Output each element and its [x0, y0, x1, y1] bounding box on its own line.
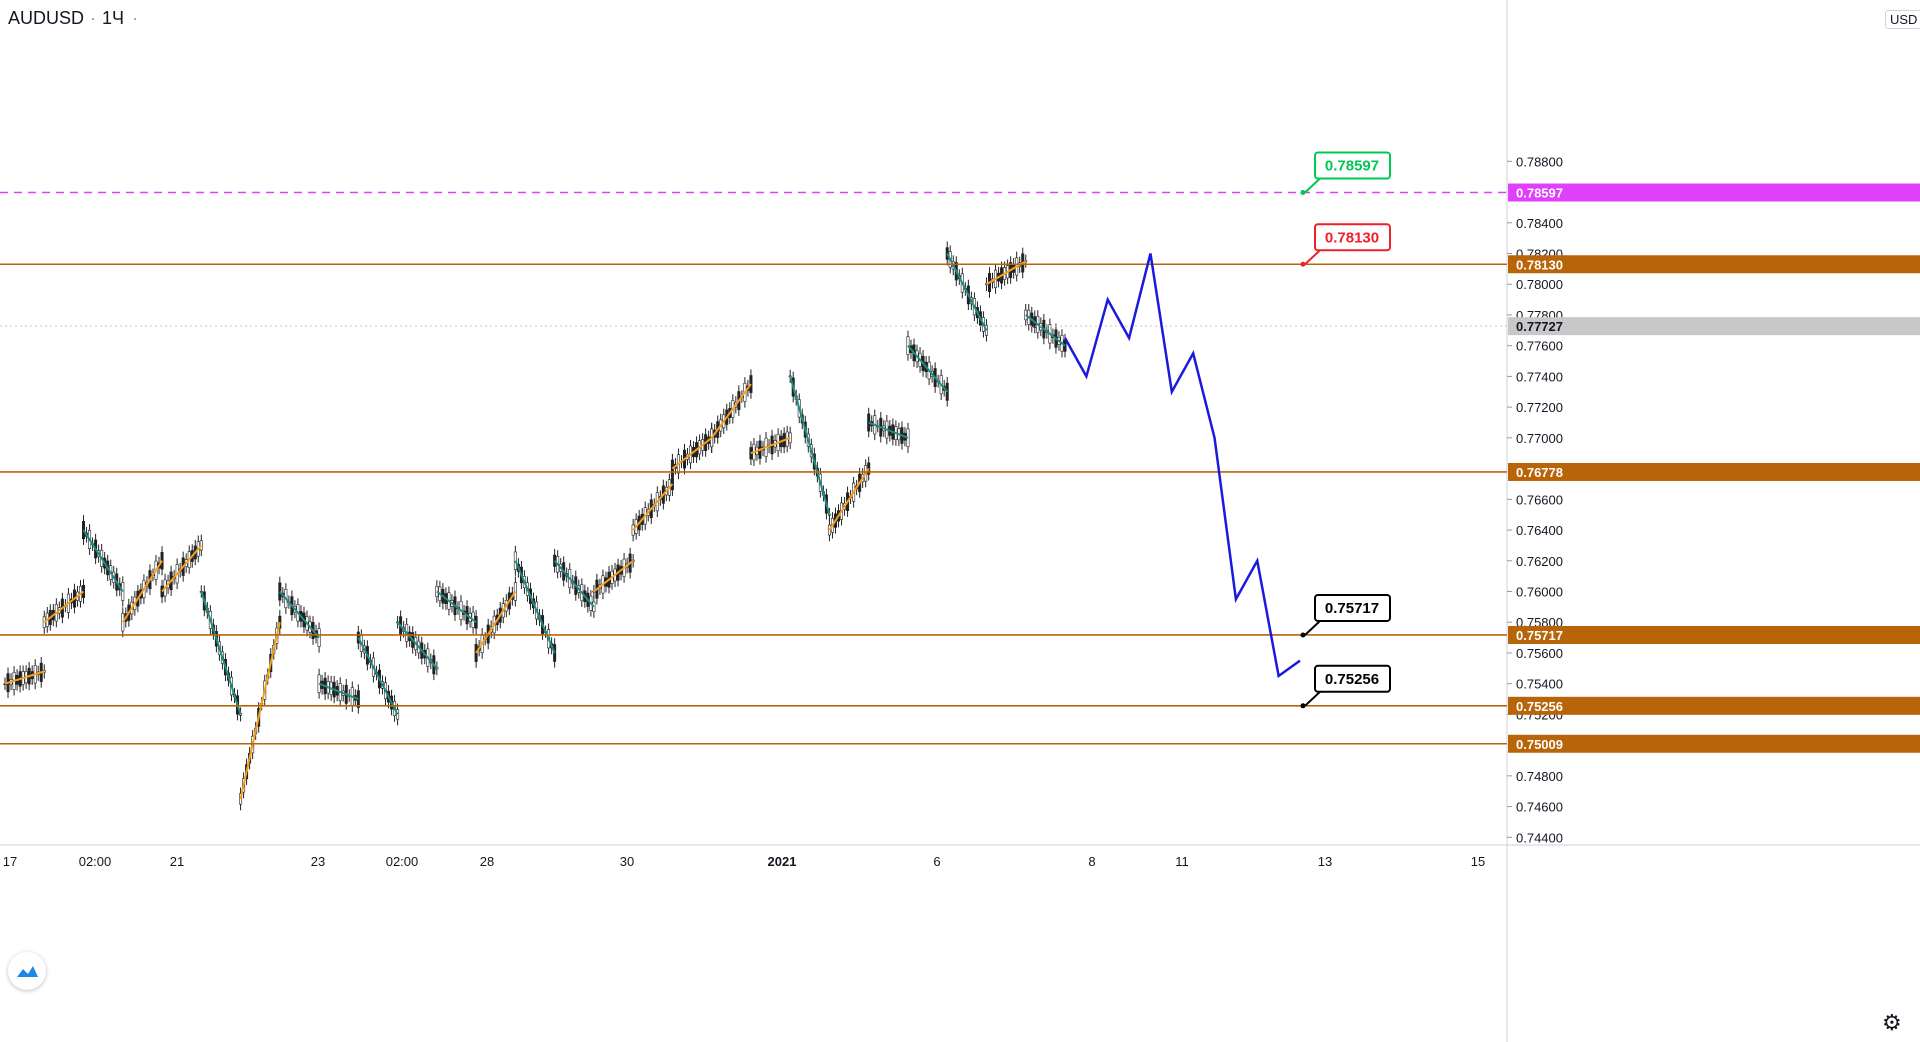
settings-gear-icon[interactable]: ⚙ — [1882, 1010, 1902, 1035]
callout-anchor — [1300, 703, 1306, 709]
callout-box — [1314, 664, 1391, 693]
zigzag-segment — [4, 670, 45, 685]
y-tick-label: 0.78400 — [1516, 216, 1563, 231]
x-tick-label: 28 — [480, 854, 494, 869]
price-axis-level-label: 0.78130 — [1516, 257, 1563, 272]
price-axis-level-label: 0.75717 — [1516, 628, 1563, 643]
candle-body — [867, 462, 871, 475]
y-tick-label: 0.76200 — [1516, 554, 1563, 569]
x-tick-label: 02:00 — [79, 854, 112, 869]
y-tick-label: 0.78000 — [1516, 277, 1563, 292]
zigzag-segment — [396, 621, 438, 669]
callout-box — [1314, 223, 1391, 252]
x-tick-label: 21 — [170, 854, 184, 869]
x-tick-label: 6 — [933, 854, 940, 869]
zigzag-segment — [279, 590, 320, 639]
y-tick-label: 0.76600 — [1516, 492, 1563, 507]
callout-anchor — [1300, 190, 1306, 196]
candle-body — [984, 324, 988, 336]
y-tick-label: 0.74800 — [1516, 769, 1563, 784]
price-axis-level-badge — [1508, 255, 1920, 274]
callout-pointer — [1304, 691, 1321, 707]
price-axis-level-badge — [1508, 696, 1920, 715]
zigzag-segment — [828, 468, 870, 531]
callout-box — [1314, 593, 1391, 622]
callout-pointer — [1304, 249, 1321, 265]
zigzag-segment — [710, 383, 752, 439]
zigzag-segment — [82, 529, 124, 593]
zigzag-segment — [200, 591, 242, 715]
callout-label: 0.75717 — [1325, 600, 1379, 617]
x-tick-label: 2021 — [768, 854, 797, 869]
candle-body — [474, 643, 478, 662]
zigzag-segment — [868, 421, 909, 439]
zigzag-segment — [121, 560, 163, 623]
tradingview-logo-icon — [8, 952, 46, 990]
callout-anchor — [1300, 632, 1306, 638]
zigzag-segment — [514, 560, 556, 654]
zigzag-segment — [1025, 314, 1066, 347]
x-tick-label: 17 — [3, 854, 17, 869]
callout-box — [1314, 151, 1391, 180]
y-tick-label: 0.78800 — [1516, 154, 1563, 169]
y-tick-label: 0.77000 — [1516, 431, 1563, 446]
x-tick-label: 8 — [1088, 854, 1095, 869]
zigzag-segment — [43, 590, 85, 624]
zigzag-segment — [318, 682, 359, 700]
y-tick-label: 0.74600 — [1516, 800, 1563, 815]
zigzag-segment — [436, 590, 477, 624]
callout-pointer — [1304, 620, 1321, 636]
y-tick-label: 0.74400 — [1516, 830, 1563, 845]
x-tick-label: 13 — [1318, 854, 1332, 869]
zigzag-segment — [553, 560, 595, 608]
zigzag-segment — [789, 376, 831, 515]
price-axis-level-label: 0.75009 — [1516, 737, 1563, 752]
y-tick-label: 0.76400 — [1516, 523, 1563, 538]
candle-body — [121, 613, 125, 632]
currency-badge[interactable]: USD — [1885, 10, 1920, 29]
zigzag-segment — [946, 253, 988, 331]
x-tick-label: 23 — [311, 854, 325, 869]
zigzag-segment — [632, 483, 674, 531]
symbol-label: AUDUSD — [8, 8, 85, 28]
price-axis-level-badge — [1508, 183, 1920, 202]
y-tick-label: 0.76000 — [1516, 585, 1563, 600]
price-axis-level-label: 0.77727 — [1516, 319, 1563, 334]
projection-line — [1063, 253, 1301, 679]
y-tick-label: 0.75400 — [1516, 677, 1563, 692]
y-tick-label: 0.77400 — [1516, 369, 1563, 384]
price-axis-level-badge — [1508, 317, 1920, 336]
zigzag-segment — [593, 559, 634, 593]
price-axis-level-badge — [1508, 462, 1920, 481]
callout-pointer — [1304, 177, 1321, 194]
price-axis-level-label: 0.76778 — [1516, 465, 1563, 480]
price-axis-level-label: 0.75256 — [1516, 699, 1563, 714]
y-tick-label: 0.77600 — [1516, 339, 1563, 354]
symbol-title[interactable]: AUDUSD · 1Ч · — [8, 8, 139, 28]
interval-label[interactable]: 1Ч — [102, 8, 125, 28]
x-tick-label: 15 — [1471, 854, 1485, 869]
price-axis-level-label: 0.78597 — [1516, 186, 1563, 201]
zigzag-segment — [475, 590, 517, 654]
price-axis-level-badge — [1508, 734, 1920, 753]
price-axis-level-badge — [1508, 625, 1920, 644]
y-tick-label: 0.75600 — [1516, 646, 1563, 661]
zigzag-segment — [750, 436, 791, 455]
zigzag-segment — [161, 544, 203, 593]
callout-anchor — [1300, 261, 1306, 267]
zigzag-segment — [907, 345, 948, 393]
callout-label: 0.78597 — [1325, 158, 1379, 175]
callout-label: 0.75256 — [1325, 671, 1379, 688]
zigzag-segment — [357, 637, 399, 715]
zigzag-segment — [671, 437, 713, 470]
x-tick-label: 11 — [1175, 854, 1189, 869]
x-tick-label: 02:00 — [386, 854, 419, 869]
callout-label: 0.78130 — [1325, 229, 1379, 246]
x-tick-label: 30 — [620, 854, 634, 869]
zigzag-segment — [239, 622, 281, 800]
y-tick-label: 0.77200 — [1516, 400, 1563, 415]
